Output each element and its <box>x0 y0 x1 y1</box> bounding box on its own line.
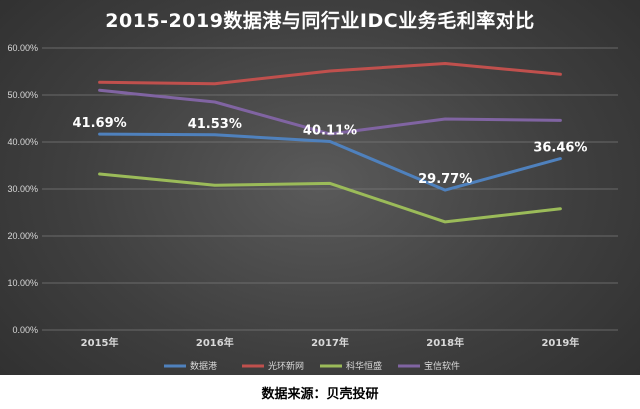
legend-label: 宝信软件 <box>424 360 460 372</box>
legend-label: 数据港 <box>190 360 217 372</box>
data-label: 36.46% <box>533 141 587 156</box>
line-chart: 0.00% 10.00% 20.00% 30.00% 40.00% 50.00% 60.00… <box>7 43 618 372</box>
y-tick-label: 50.00% <box>7 90 38 100</box>
data-label: 41.53% <box>188 117 242 132</box>
x-tick-label: 2015年 <box>81 336 119 349</box>
series-line <box>98 172 562 224</box>
y-tick-label: 10.00% <box>7 278 38 288</box>
series-line <box>98 62 562 86</box>
legend-label: 科华恒盛 <box>346 360 382 372</box>
series-line <box>98 132 562 192</box>
legend-label: 光环新网 <box>268 360 304 372</box>
source-text: 数据来源：贝壳投研 <box>261 387 379 402</box>
x-axis-ticks: 2015年 2016年 2017年 2018年 2019年 <box>81 336 580 349</box>
y-tick-label: 20.00% <box>7 231 38 241</box>
x-tick-label: 2016年 <box>196 336 234 349</box>
legend: 数据港 光环新网 科华恒盛 宝信软件 <box>164 360 460 372</box>
y-tick-label: 30.00% <box>7 184 38 194</box>
source-bar <box>0 375 640 409</box>
data-labels: 41.69% 41.53% 40.11% 29.77% 36.46% <box>73 116 588 187</box>
gridlines <box>42 47 618 331</box>
y-tick-label: 0.00% <box>12 325 38 335</box>
data-label: 40.11% <box>303 123 357 138</box>
x-tick-label: 2018年 <box>426 336 464 349</box>
x-tick-label: 2019年 <box>541 336 579 349</box>
y-tick-label: 40.00% <box>7 137 38 147</box>
series-line <box>98 88 562 136</box>
data-label: 29.77% <box>418 172 472 187</box>
chart-title: 2015-2019数据港与同行业IDC业务毛利率对比 <box>105 10 535 32</box>
y-tick-label: 60.00% <box>7 43 38 53</box>
data-label: 41.69% <box>73 116 127 131</box>
series-lines <box>98 62 562 224</box>
x-tick-label: 2017年 <box>311 336 349 349</box>
y-axis-ticks: 0.00% 10.00% 20.00% 30.00% 40.00% 50.00% 60.00… <box>7 43 38 335</box>
